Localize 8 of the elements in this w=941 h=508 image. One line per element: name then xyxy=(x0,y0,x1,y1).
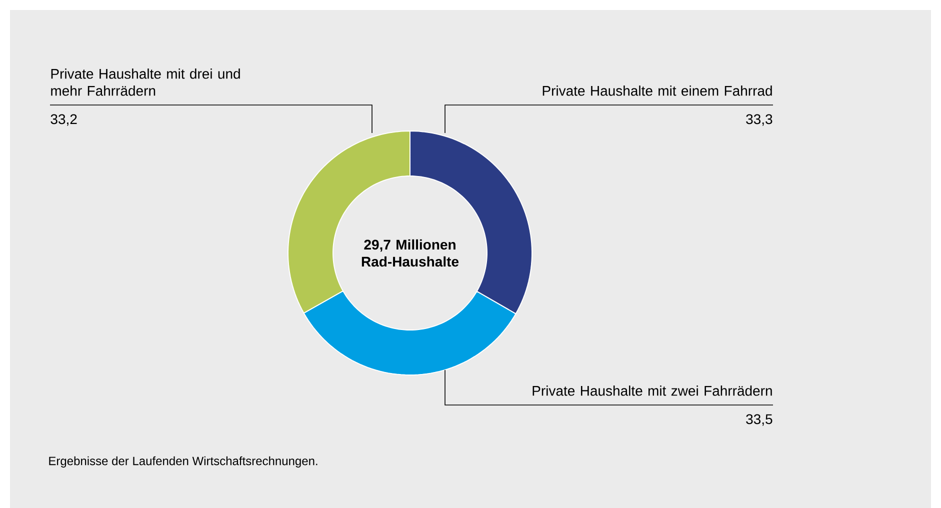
slice-label: Private Haushalte mit einem Fahrrad xyxy=(542,86,772,96)
data-label: 33,2 xyxy=(50,114,77,126)
slice-label: Private Haushalte mit zwei Fahrrädern xyxy=(532,386,772,396)
data-label: 33,5 xyxy=(746,414,772,426)
text: 29,7 Millionen Rad-Haushalte xyxy=(362,239,459,267)
slice-label: Private Haushalte mit drei und mehr Fahrrädern xyxy=(51,68,240,96)
text: Ergebnisse der Laufenden Wirtschaftsrechnungen. xyxy=(49,456,318,468)
data-label: 33,3 xyxy=(746,114,772,126)
